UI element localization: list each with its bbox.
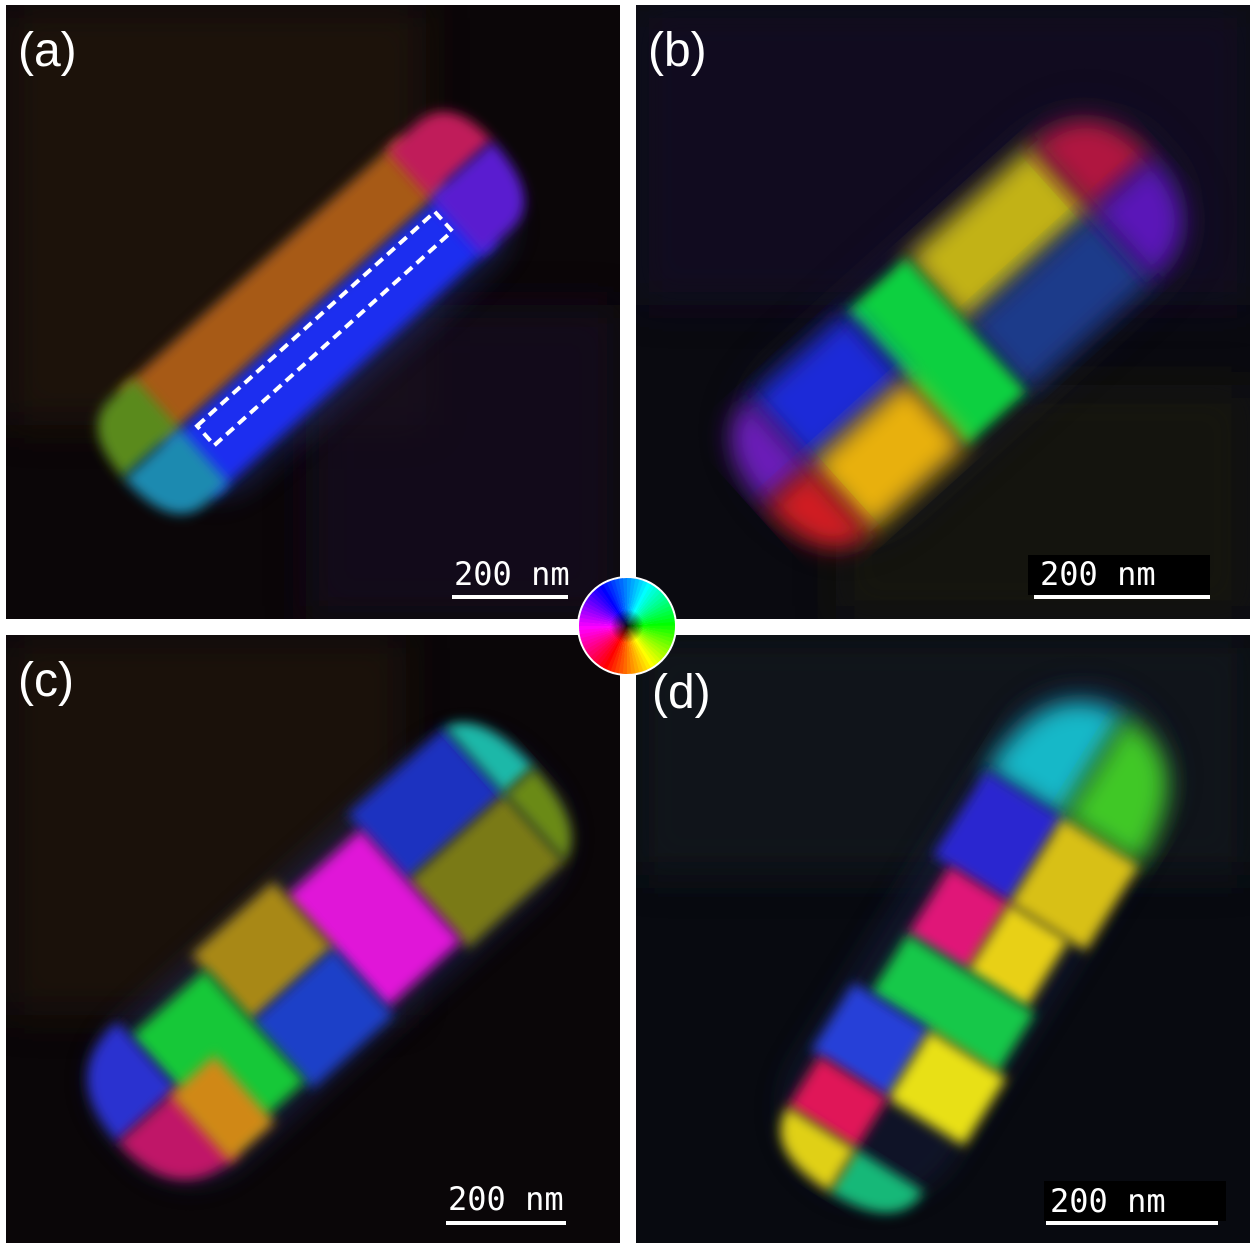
panel-b: (b) 200 nm — [636, 5, 1250, 619]
scale-bar-label: 200 nm — [1050, 1182, 1166, 1220]
panel-label: (d) — [652, 666, 711, 719]
panel-label: (c) — [18, 654, 74, 707]
hue-color-wheel-icon — [577, 576, 677, 676]
panel-c: (c) 200 nm — [6, 635, 620, 1243]
scale-bar — [452, 595, 568, 599]
scale-bar-label: 200 nm — [1040, 555, 1156, 593]
panel-a-image — [6, 5, 620, 619]
panel-b-image — [636, 5, 1250, 619]
panel-label: (b) — [648, 24, 707, 77]
panel-c-image — [6, 635, 620, 1243]
panel-label: (a) — [18, 24, 77, 77]
scale-bar-label: 200 nm — [448, 1180, 564, 1218]
scale-bar-background — [1044, 1181, 1226, 1221]
scale-bar — [1034, 595, 1210, 599]
scale-bar — [446, 1221, 566, 1225]
color-wheel-svg — [579, 578, 675, 674]
panel-d-image — [636, 635, 1250, 1243]
panel-a: (a) 200 nm — [6, 5, 620, 619]
scale-bar-label: 200 nm — [454, 555, 570, 593]
scale-bar — [1046, 1221, 1218, 1225]
panel-d: (d) 200 nm — [636, 635, 1250, 1243]
scale-bar-background — [1028, 555, 1210, 595]
